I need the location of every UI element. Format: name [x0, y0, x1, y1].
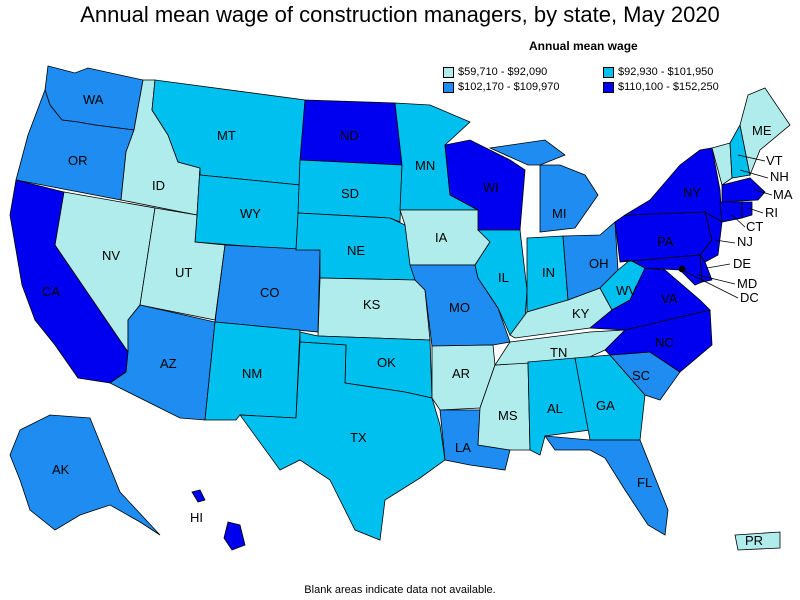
label-MO: MO [449, 300, 470, 315]
label-CA: CA [42, 284, 60, 299]
label-TN: TN [550, 345, 567, 360]
legend-label-4: $110,100 - $152,250 [618, 81, 719, 93]
label-CT: CT [746, 219, 763, 234]
legend-label-2: $92,930 - $101,950 [618, 66, 714, 78]
label-WY: WY [240, 206, 261, 221]
legend-item-4: $110,100 - $152,250 [603, 81, 719, 93]
label-GA: GA [596, 398, 615, 413]
state-VA[interactable] [588, 267, 711, 331]
label-ID: ID [152, 178, 165, 193]
label-AK: AK [52, 462, 70, 477]
label-WV: WV [616, 283, 637, 298]
footnote: Blank areas indicate data not available. [304, 584, 496, 596]
label-MD: MD [737, 276, 757, 291]
label-MI: MI [552, 206, 566, 221]
label-ME: ME [752, 123, 772, 138]
label-DC: DC [740, 290, 759, 305]
legend-item-2: $92,930 - $101,950 [603, 66, 713, 78]
label-MN: MN [415, 158, 435, 173]
label-MT: MT [217, 128, 236, 143]
label-VT: VT [766, 153, 783, 168]
label-AL: AL [547, 401, 563, 416]
label-ND: ND [340, 128, 359, 143]
legend-item-3: $102,170 - $109,970 [443, 81, 560, 93]
label-HI: HI [190, 510, 203, 525]
state-TX[interactable] [239, 341, 446, 541]
label-AR: AR [452, 366, 470, 381]
label-OH: OH [589, 256, 609, 271]
state-KS[interactable] [317, 277, 431, 341]
legend-swatch-2 [603, 66, 614, 78]
map-title: Annual mean wage of construction manager… [80, 2, 720, 27]
label-OK: OK [377, 355, 396, 370]
label-UT: UT [175, 265, 192, 280]
label-NC: NC [655, 335, 674, 350]
label-MS: MS [498, 408, 518, 423]
label-NH: NH [770, 169, 789, 184]
label-SD: SD [341, 186, 359, 201]
state-PR[interactable] [734, 531, 781, 551]
label-AZ: AZ [160, 356, 177, 371]
state-MI[interactable] [488, 139, 599, 233]
legend-item-1: $59,710 - $92,090 [443, 66, 547, 78]
label-SC: SC [632, 368, 650, 383]
label-IN: IN [542, 265, 555, 280]
legend-label-3: $102,170 - $109,970 [458, 81, 560, 93]
label-NY: NY [683, 185, 701, 200]
state-AK[interactable] [9, 414, 161, 536]
state-HI[interactable] [223, 521, 246, 551]
state-MA[interactable] [721, 177, 766, 203]
label-KS: KS [363, 297, 381, 312]
state-IL[interactable] [474, 229, 528, 336]
label-NE: NE [347, 243, 365, 258]
legend-swatch-4 [603, 81, 614, 93]
legend-label-1: $59,710 - $92,090 [458, 66, 548, 78]
label-VA: VA [661, 291, 678, 306]
label-NJ: NJ [737, 234, 753, 249]
label-DE: DE [733, 256, 751, 271]
label-WA: WA [83, 92, 104, 107]
label-IA: IA [435, 230, 448, 245]
state-RI[interactable] [741, 201, 753, 219]
state-HI-islands[interactable] [191, 489, 206, 503]
label-LA: LA [455, 440, 471, 455]
legend-swatch-3 [443, 81, 454, 93]
label-FL: FL [637, 475, 652, 490]
label-WI: WI [483, 180, 499, 195]
label-OR: OR [68, 153, 88, 168]
state-MD[interactable] [619, 254, 703, 286]
state-GA[interactable] [574, 354, 646, 441]
label-CO: CO [260, 285, 280, 300]
label-PA: PA [657, 234, 674, 249]
label-NM: NM [242, 366, 262, 381]
leader-lines [681, 154, 773, 299]
state-CT[interactable] [719, 201, 743, 223]
label-RI: RI [765, 205, 778, 220]
state-FL[interactable] [544, 435, 669, 536]
legend-title: Annual mean wage [529, 39, 638, 53]
state-ME[interactable] [739, 87, 791, 177]
legend-swatch-1 [443, 66, 454, 78]
label-TX: TX [350, 430, 367, 445]
label-PR: PR [745, 533, 763, 548]
label-MA: MA [773, 187, 793, 202]
label-IL: IL [498, 270, 509, 285]
label-KY: KY [572, 306, 590, 321]
label-NV: NV [102, 248, 120, 263]
